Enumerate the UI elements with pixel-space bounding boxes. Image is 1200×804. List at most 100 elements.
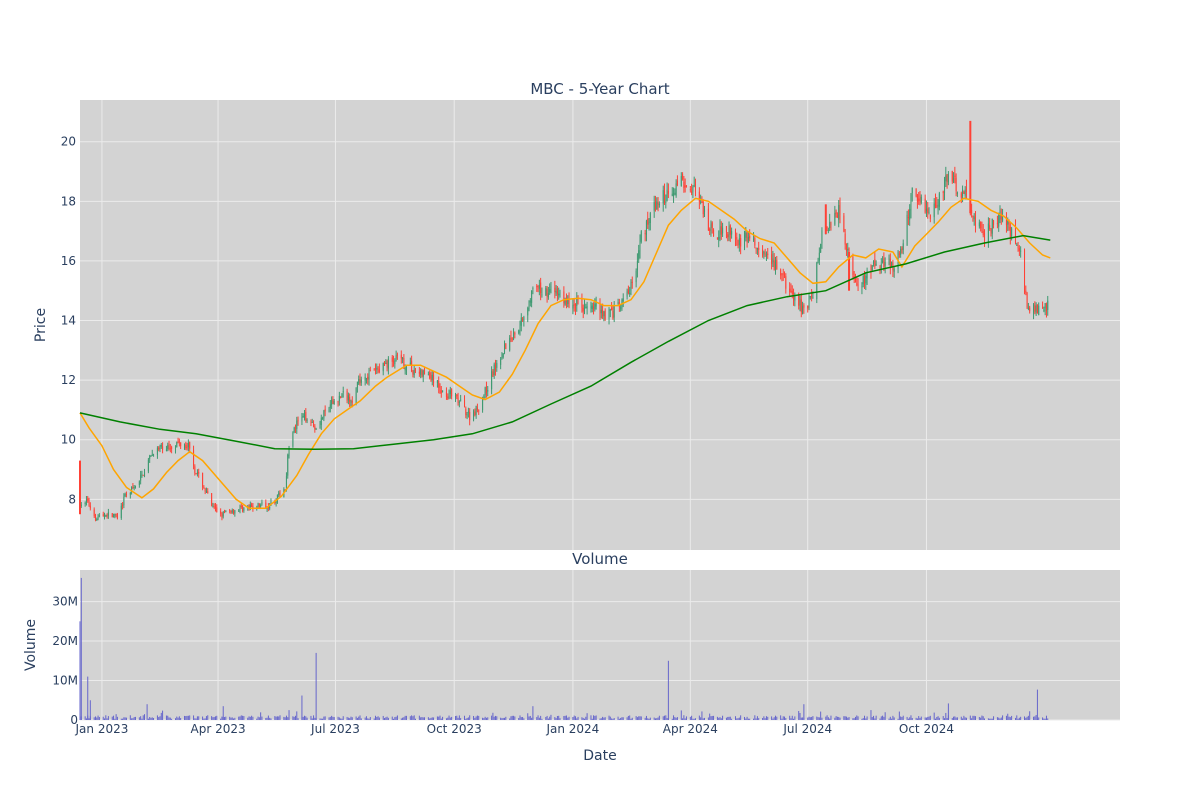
candle-body — [457, 397, 459, 403]
volume-bar — [591, 718, 593, 720]
candle-body — [400, 354, 402, 359]
volume-bar — [889, 716, 891, 720]
volume-bar — [340, 718, 342, 720]
volume-bar — [911, 718, 913, 720]
candle-body — [373, 369, 375, 371]
candle-body — [405, 366, 407, 370]
x-tick-label: Apr 2023 — [191, 722, 246, 736]
volume-bar — [85, 718, 87, 720]
candle-body — [875, 263, 877, 266]
candle-body — [104, 515, 106, 517]
candle-body — [644, 233, 646, 235]
candle-body — [313, 423, 315, 427]
volume-bar — [647, 718, 649, 720]
volume-bar — [729, 716, 731, 720]
volume-bar — [338, 717, 340, 720]
candle-body — [162, 446, 164, 450]
candle-body — [836, 215, 838, 218]
candle-body — [1047, 300, 1049, 311]
volume-bar — [1029, 711, 1031, 720]
volume-bar — [528, 716, 530, 720]
volume-bar — [511, 715, 513, 720]
candle-body — [549, 289, 551, 293]
volume-bar — [744, 716, 746, 720]
candle-body — [378, 368, 380, 373]
candle-body — [297, 419, 299, 422]
volume-bar — [808, 716, 810, 720]
volume-bar — [234, 717, 236, 720]
volume-bar — [331, 715, 333, 720]
volume-bar — [465, 718, 467, 720]
candle-body — [150, 455, 152, 457]
volume-bar — [927, 716, 929, 720]
volume-bar — [953, 716, 955, 720]
volume-bar — [789, 715, 791, 720]
volume-bar — [1044, 718, 1046, 720]
volume-bar — [955, 717, 957, 720]
volume-bar — [928, 716, 930, 720]
candle-body — [776, 259, 778, 270]
candle-body — [845, 243, 847, 251]
candle-body — [873, 260, 875, 264]
volume-bar — [373, 718, 375, 720]
volume-bar — [433, 717, 435, 720]
candle-body — [707, 208, 709, 231]
volume-bar — [784, 716, 786, 720]
volume-bar — [731, 718, 733, 720]
volume-bar — [665, 715, 667, 720]
volume-bar — [545, 716, 547, 720]
volume-bar — [709, 713, 711, 720]
volume-bar — [602, 716, 604, 720]
volume-bar — [359, 715, 361, 720]
volume-bar — [612, 718, 614, 720]
candle-body — [559, 292, 561, 294]
candle-body — [1042, 307, 1044, 309]
volume-bar — [700, 717, 702, 720]
volume-bar — [825, 716, 827, 720]
volume-bar — [585, 716, 587, 720]
candle-body — [582, 307, 584, 312]
volume-bar — [1035, 714, 1037, 720]
candle-body — [193, 449, 195, 466]
candle-body — [141, 473, 143, 475]
candle-body — [613, 306, 615, 318]
volume-bar — [1009, 717, 1011, 720]
candle-body — [758, 247, 760, 251]
volume-bar — [821, 717, 823, 720]
volume-bar — [611, 718, 613, 720]
volume-bar — [640, 716, 642, 720]
candle-body — [220, 511, 222, 514]
volume-bar — [483, 718, 485, 720]
candle-body — [946, 174, 948, 182]
volume-bar — [205, 716, 207, 720]
candle-body — [351, 400, 353, 403]
candle-body — [656, 201, 658, 210]
chart-title: MBC - 5-Year Chart — [530, 80, 669, 98]
volume-bar — [473, 715, 475, 720]
candle-body — [800, 299, 802, 312]
volume-bar — [1005, 715, 1007, 720]
candle-body — [287, 454, 289, 476]
candle-body — [830, 223, 832, 225]
volume-bar — [774, 715, 776, 720]
volume-bar — [839, 717, 841, 720]
candle-body — [367, 376, 369, 380]
candle-body — [767, 253, 769, 256]
candle-body — [622, 298, 624, 302]
candle-body — [944, 179, 946, 193]
candle-body — [763, 252, 765, 254]
volume-bar — [494, 715, 496, 720]
candle-body — [258, 503, 260, 507]
volume-bar — [793, 718, 795, 720]
candle-body — [413, 369, 415, 375]
candle-body — [304, 413, 306, 418]
volume-bar — [618, 718, 620, 720]
volume-bar — [630, 718, 632, 720]
candle-body — [701, 201, 703, 203]
candle-body — [856, 283, 858, 285]
volume-bar — [971, 718, 973, 720]
candle-body — [821, 230, 823, 244]
candle-body — [933, 203, 935, 218]
candle-body — [529, 300, 531, 303]
volume-bar — [916, 718, 918, 720]
